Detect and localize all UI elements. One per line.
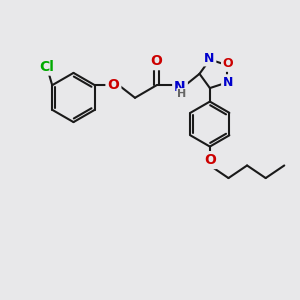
Text: O: O xyxy=(151,54,163,68)
Text: O: O xyxy=(107,78,119,92)
Text: O: O xyxy=(223,57,233,70)
Text: N: N xyxy=(174,80,186,94)
Text: Cl: Cl xyxy=(39,60,54,74)
Text: N: N xyxy=(223,76,233,89)
Text: H: H xyxy=(178,89,187,99)
Text: N: N xyxy=(204,52,214,64)
Text: O: O xyxy=(204,153,216,167)
